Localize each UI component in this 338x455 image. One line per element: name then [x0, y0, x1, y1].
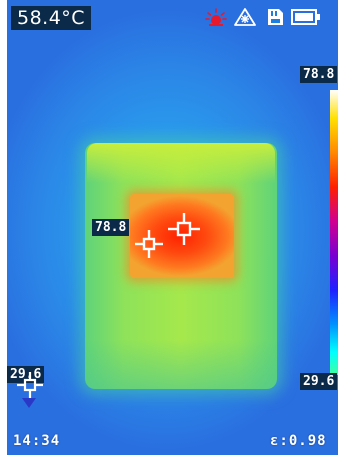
center-temperature-readout: 58.4°C: [11, 6, 92, 30]
auto-exposure-icon[interactable]: [233, 7, 257, 27]
laser-icon[interactable]: [205, 7, 227, 27]
palette-min-label: 29.6: [300, 373, 338, 390]
color-palette-bar: [330, 90, 338, 375]
thermal-camera-screen: 58.4°C: [7, 0, 338, 455]
emissivity-value[interactable]: ε:0.98: [270, 433, 327, 449]
center-crosshair-icon: [168, 213, 200, 245]
thermal-object: [85, 143, 277, 389]
status-bar: 58.4°C: [7, 0, 338, 30]
battery-icon: [291, 9, 320, 25]
cold-spot-arrow-icon: [22, 398, 36, 408]
clock-time: 14:34: [13, 433, 61, 449]
hot-spot-temperature-label: 78.8: [92, 219, 130, 236]
cold-spot-temperature-label: 29.6: [7, 366, 45, 383]
cold-spot-crosshair-icon: [17, 372, 43, 398]
object-warm-top: [87, 143, 275, 183]
hot-spot-crosshair-icon: [135, 230, 163, 258]
sd-card-icon: [268, 9, 283, 25]
palette-max-label: 78.8: [300, 66, 338, 83]
